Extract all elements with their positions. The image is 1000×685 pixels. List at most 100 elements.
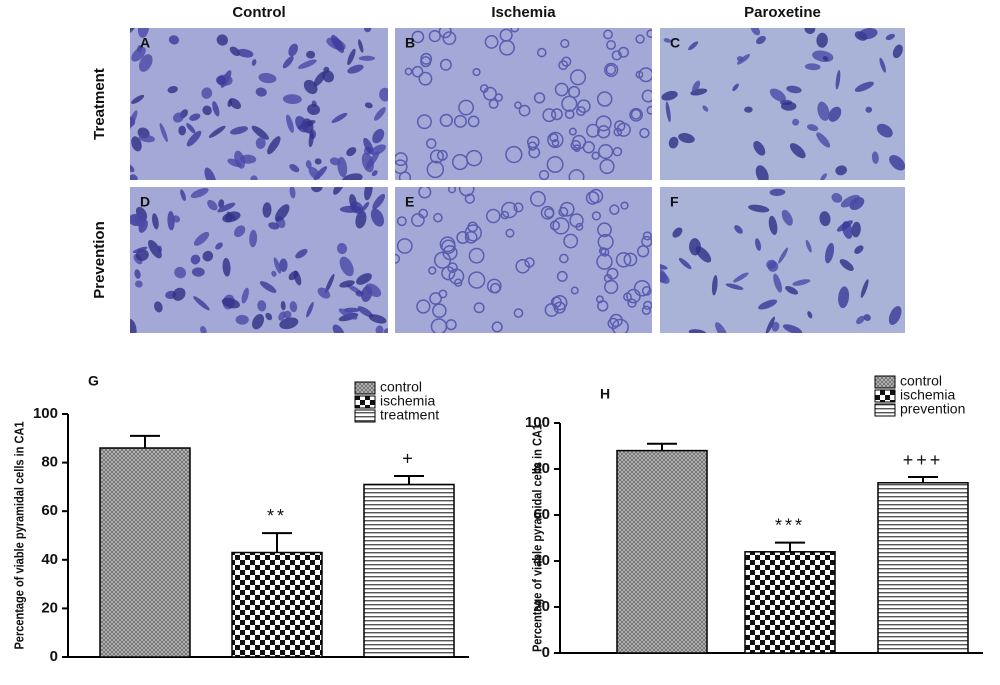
cell [222,211,241,223]
cell [732,83,739,92]
cell [418,71,433,86]
cell [835,165,847,176]
cell [221,297,240,309]
cell [251,59,257,66]
cell [661,90,678,101]
cell [715,322,728,333]
cell [227,99,233,108]
cell [636,245,650,258]
cell [189,113,201,121]
cell [692,80,701,93]
cell [792,118,800,126]
cell [159,123,168,143]
cell [298,59,317,69]
cell [627,298,637,308]
cell [665,101,671,123]
bar [231,551,323,658]
cell [817,101,830,121]
cell [744,106,753,113]
cell [207,199,218,211]
bar [744,551,836,654]
cell [138,134,155,143]
cell [596,125,611,139]
cell [230,126,248,135]
y-tick-label: 20 [533,598,550,615]
cell [204,167,217,180]
cell [234,150,246,169]
cell [533,92,546,104]
cell [733,272,749,283]
micrograph: E [395,187,652,333]
cell [267,136,281,155]
cell [375,325,384,333]
micrograph-bg [130,28,388,180]
cell [472,67,481,77]
cell [138,54,153,72]
cell [766,259,777,269]
cell [168,35,180,45]
cell [529,190,546,207]
cell [842,221,853,239]
cell [262,202,272,218]
cell [379,87,388,102]
cell [441,239,456,255]
cell [442,31,457,46]
cell [337,156,348,178]
cell [660,263,668,270]
cell [702,105,709,112]
cell [212,101,220,117]
cell [130,318,137,333]
cell [273,257,282,274]
micrograph: F [660,187,905,333]
cell [542,108,557,123]
legend-swatch [874,375,896,389]
cell [597,222,612,238]
cell [374,107,386,121]
cell [851,221,861,238]
bar [877,482,969,654]
cell [571,134,587,150]
cell [201,87,213,99]
cell [642,231,652,241]
cell [167,86,178,94]
cell [250,175,258,180]
cells [395,187,652,333]
cell [550,108,563,121]
cells [130,187,388,333]
cell [612,146,623,157]
cell [361,201,370,212]
y-tick-label: 40 [533,552,550,569]
cell [807,311,813,319]
cell [308,131,314,148]
cell [172,112,184,123]
cell [257,300,267,312]
cell [289,187,296,199]
cell [623,252,638,267]
cell [597,233,614,251]
cell [428,29,441,43]
cell [518,104,531,117]
cell [556,270,568,282]
cell [819,211,831,227]
cell [786,85,802,94]
cell [789,143,806,159]
cell [131,136,142,152]
cell [663,38,672,43]
cell [564,109,575,120]
cell [333,187,345,195]
cell [839,259,854,271]
cell [570,140,581,151]
cell [130,174,138,180]
cell [734,225,743,234]
cell [468,247,485,264]
legend-label: prevention [900,401,965,417]
cell [370,144,386,156]
cell [341,173,363,180]
cell [178,125,186,136]
cell [251,125,269,140]
cell [255,137,266,149]
cell [172,287,186,301]
cell [491,321,503,333]
row-label: Treatment [91,68,108,140]
